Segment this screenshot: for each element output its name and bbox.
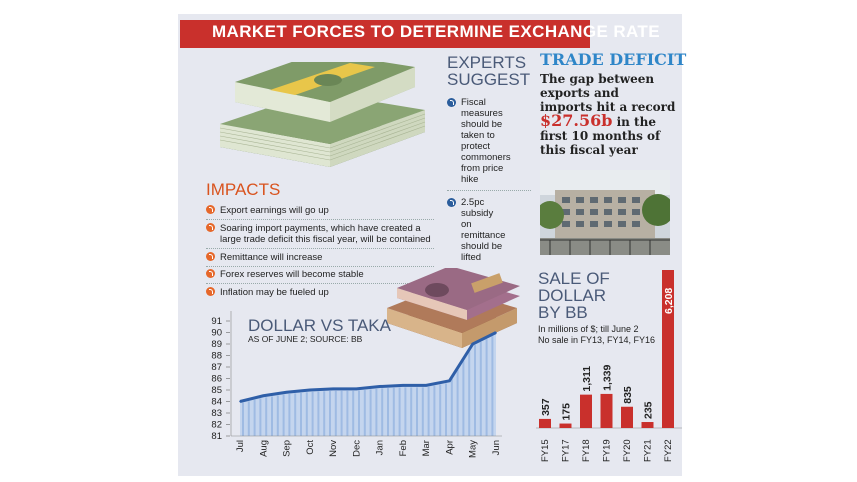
bar-value-label: 1,311 — [581, 366, 593, 392]
trade-deficit-text: The gap between exports and imports hit … — [540, 72, 676, 157]
bar — [641, 422, 654, 428]
x-tick-label: Mar — [421, 440, 432, 456]
arrow-bullet-icon — [206, 223, 215, 232]
y-tick-label: 83 — [211, 408, 222, 419]
x-tick-label: May — [468, 440, 479, 458]
x-tick-label: Dec — [351, 440, 362, 457]
experts-heading: EXPERTS SUGGEST — [447, 53, 531, 89]
bar-value-label: 6,208 — [663, 288, 675, 314]
y-tick-label: 87 — [211, 362, 222, 373]
arrow-bullet-icon — [206, 252, 215, 261]
data-point — [402, 384, 404, 387]
bar — [600, 393, 613, 428]
line-chart-subtitle: AS OF JUNE 2; SOURCE: BB — [248, 334, 363, 344]
impact-item-2: Soaring import payments, which have crea… — [206, 223, 431, 245]
impact-item-1: Export earnings will go up — [206, 205, 329, 216]
x-tick-label: Apr — [444, 440, 455, 455]
y-tick-label: 85 — [211, 385, 222, 396]
arrow-bullet-icon — [206, 269, 215, 278]
data-point — [309, 389, 311, 391]
y-tick-label: 81 — [211, 431, 222, 442]
impact-item-5: Inflation may be fueled up — [206, 287, 329, 298]
data-point — [448, 380, 451, 382]
bar-category-label: FY18 — [581, 439, 592, 462]
x-tick-label: Oct — [305, 440, 316, 455]
bar-category-label: FY15 — [540, 439, 551, 462]
x-tick-label: Jan — [375, 440, 386, 455]
bar — [580, 394, 592, 428]
data-point — [285, 391, 288, 394]
bar — [621, 406, 633, 428]
bar-value-label: 357 — [540, 398, 552, 416]
x-tick-label: Aug — [258, 440, 269, 457]
y-tick-label: 86 — [211, 374, 222, 385]
bar-value-label: 175 — [561, 403, 573, 421]
data-point — [378, 385, 381, 388]
y-tick-label: 90 — [211, 328, 222, 339]
taka-notes-image — [387, 268, 520, 348]
bar-category-label: FY19 — [602, 439, 613, 462]
y-tick-label: 91 — [211, 316, 222, 327]
y-tick-label: 88 — [211, 351, 222, 362]
arrow-bullet-icon — [447, 198, 456, 207]
bar-category-label: FY20 — [622, 439, 633, 462]
area-fill — [240, 332, 496, 436]
divider — [447, 190, 531, 191]
divider — [206, 248, 434, 249]
data-point — [425, 384, 427, 387]
bar-category-label: FY22 — [663, 439, 674, 462]
y-tick-label: 84 — [211, 397, 222, 408]
data-point — [239, 400, 241, 403]
data-point — [495, 331, 497, 334]
impact-item-4: Forex reserves will become stable — [206, 269, 364, 280]
impact-item-3: Remittance will increase — [206, 252, 322, 263]
series-line — [239, 331, 497, 403]
bar — [662, 270, 674, 428]
bar-value-label: 235 — [643, 401, 655, 419]
bar — [559, 423, 572, 428]
bar-value-label: 1,339 — [602, 364, 614, 390]
bar — [539, 418, 551, 428]
trade-deficit-amount: $27.56b — [540, 111, 613, 130]
impacts-heading: IMPACTS — [206, 180, 281, 199]
page-title: MARKET FORCES TO DETERMINE EXCHANGE RATE — [212, 22, 660, 41]
sale-heading: SALE OF DOLLAR BY BB — [538, 269, 610, 322]
divider — [206, 219, 434, 220]
bar-category-label: FY17 — [561, 439, 572, 462]
bar-category-label: FY21 — [643, 439, 654, 462]
bank-building-photo — [540, 170, 670, 255]
data-point — [355, 388, 358, 390]
title-banner — [180, 20, 590, 48]
x-tick-label: Sep — [282, 440, 293, 457]
sale-note: In millions of $; till June 2 No sale in … — [538, 324, 656, 345]
divider — [206, 283, 434, 284]
data-point — [332, 388, 334, 390]
x-tick-label: Jun — [491, 440, 502, 455]
trade-deficit-heading: TRADE DEFICIT — [540, 50, 687, 69]
x-tick-label: Nov — [328, 440, 339, 457]
divider — [206, 266, 434, 267]
bar-value-label: 835 — [622, 386, 634, 404]
data-point — [471, 343, 474, 345]
x-tick-label: Jul — [235, 440, 246, 452]
line-chart-title: DOLLAR VS TAKA — [248, 316, 391, 335]
dollar-stack-image — [219, 62, 426, 167]
y-tick-label: 89 — [211, 339, 222, 350]
y-tick-label: 82 — [211, 420, 222, 431]
arrow-bullet-icon — [447, 98, 456, 107]
data-point — [262, 394, 265, 397]
arrow-bullet-icon — [206, 205, 215, 214]
x-tick-label: Feb — [398, 440, 409, 456]
arrow-bullet-icon — [206, 287, 215, 296]
